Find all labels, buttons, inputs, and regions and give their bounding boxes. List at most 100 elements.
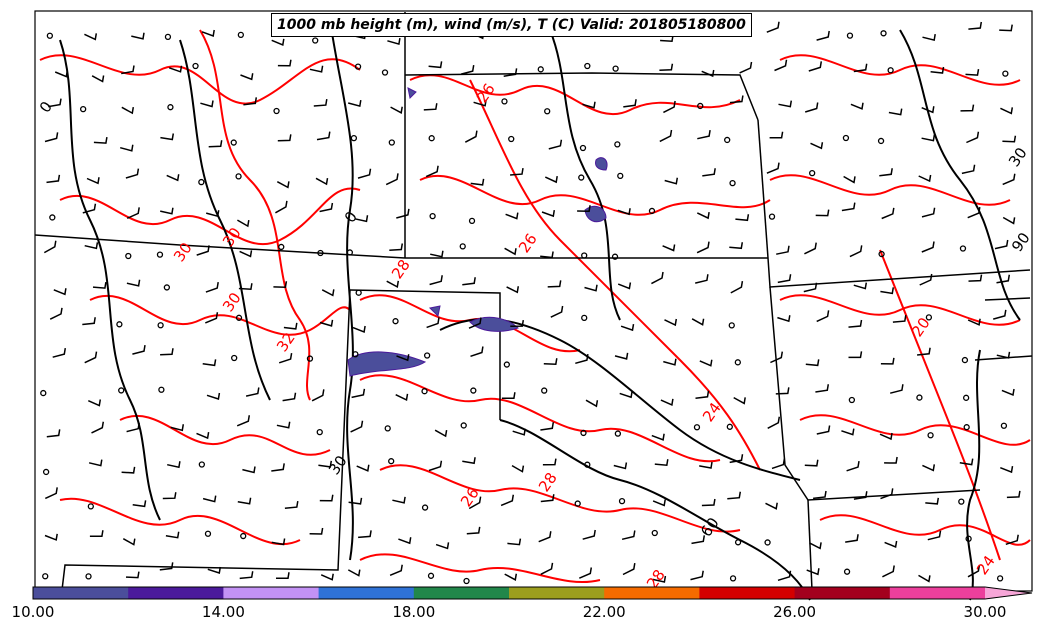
wind-barb bbox=[89, 530, 104, 538]
wind-barb bbox=[999, 24, 1013, 32]
wind-barb bbox=[921, 134, 936, 142]
wind-barb bbox=[550, 305, 564, 318]
wind-barb bbox=[815, 209, 830, 217]
calm-circle bbox=[962, 394, 970, 401]
wind-barb bbox=[316, 131, 331, 141]
wind-barb bbox=[46, 429, 61, 438]
wind-barb bbox=[243, 97, 258, 106]
calm-circle bbox=[421, 504, 429, 511]
wind-barb bbox=[777, 570, 792, 582]
wind-barb bbox=[201, 29, 215, 38]
wind-barb bbox=[804, 459, 819, 467]
calm-circle bbox=[584, 62, 591, 70]
colorbar-segment bbox=[128, 587, 224, 599]
calm-circle bbox=[116, 321, 123, 328]
colorbar-segment bbox=[223, 587, 320, 599]
wind-barb bbox=[1000, 465, 1014, 474]
wind-barb bbox=[804, 242, 817, 255]
wind-barb bbox=[276, 421, 291, 429]
wind-barb bbox=[238, 283, 253, 290]
wind-barb bbox=[504, 247, 517, 256]
wind-barb bbox=[664, 318, 678, 327]
wind-barb bbox=[996, 274, 1011, 284]
calm-circle bbox=[352, 351, 359, 358]
wind-barb bbox=[206, 210, 220, 218]
wind-barb bbox=[53, 288, 67, 296]
calm-circle bbox=[459, 243, 466, 250]
wind-barb bbox=[84, 351, 98, 364]
calm-circle bbox=[384, 425, 391, 432]
wind-barb bbox=[582, 101, 596, 109]
wind-barb bbox=[351, 388, 366, 399]
wind-barb bbox=[503, 68, 518, 77]
wind-barb bbox=[395, 393, 409, 402]
wind-barb bbox=[621, 530, 636, 541]
wind-barb bbox=[275, 572, 290, 580]
wind-barb bbox=[888, 108, 903, 116]
wind-barb bbox=[88, 399, 102, 407]
calm-circle bbox=[963, 424, 970, 431]
calm-circle bbox=[118, 387, 125, 394]
wind-barb bbox=[273, 281, 288, 288]
wind-barb bbox=[122, 538, 136, 546]
wind-barb bbox=[126, 422, 140, 433]
calm-circle bbox=[156, 251, 164, 258]
colorbar-segment bbox=[699, 587, 796, 599]
calm-circle bbox=[460, 422, 467, 429]
wind-barb bbox=[813, 490, 827, 500]
colorbar-segment bbox=[413, 587, 510, 599]
wind-barb bbox=[170, 424, 185, 432]
wind-barb bbox=[126, 207, 140, 219]
wind-barb bbox=[880, 357, 895, 365]
wind-barb bbox=[884, 456, 898, 464]
wind-barb bbox=[1005, 534, 1019, 546]
wind-barb bbox=[695, 390, 710, 400]
wind-barb bbox=[622, 562, 636, 576]
wind-barb bbox=[540, 251, 554, 259]
wind-barb bbox=[166, 174, 180, 182]
wind-barb bbox=[84, 33, 98, 41]
wind-barb bbox=[315, 177, 329, 186]
wind-barb bbox=[205, 312, 219, 324]
wind-barb bbox=[967, 206, 981, 219]
wind-barb bbox=[284, 500, 299, 509]
wind-barb bbox=[691, 318, 705, 326]
wind-barb bbox=[92, 281, 107, 289]
calm-circle bbox=[843, 568, 851, 575]
calm-circle bbox=[581, 252, 588, 259]
wind-barb bbox=[125, 168, 140, 179]
calm-circle bbox=[388, 139, 395, 146]
wind-barb bbox=[777, 274, 792, 284]
wind-barb bbox=[771, 458, 786, 470]
colorbar-segment bbox=[33, 587, 129, 599]
wind-barb bbox=[277, 134, 292, 142]
wind-barb bbox=[319, 202, 334, 213]
wind-barb bbox=[575, 353, 589, 365]
wind-barb bbox=[968, 274, 983, 282]
wind-barb bbox=[162, 492, 177, 500]
wind-barb bbox=[968, 21, 983, 30]
calm-circle bbox=[381, 69, 389, 76]
wind-barb bbox=[921, 207, 936, 218]
wind-barb bbox=[967, 318, 981, 326]
calm-circle bbox=[278, 243, 285, 251]
wind-barb bbox=[271, 538, 286, 546]
wind-barb bbox=[548, 139, 563, 150]
calm-circle bbox=[87, 503, 94, 510]
wind-barb bbox=[386, 280, 400, 289]
wind-barb bbox=[462, 277, 476, 286]
wind-barb bbox=[659, 63, 674, 72]
wind-barb bbox=[283, 322, 298, 330]
calm-circle bbox=[581, 314, 588, 322]
wind-barb bbox=[733, 396, 746, 405]
calm-circle bbox=[916, 394, 923, 401]
calm-circle bbox=[429, 212, 436, 220]
wind-barb bbox=[766, 162, 780, 174]
wind-barb bbox=[919, 273, 933, 286]
calm-wind-circles bbox=[40, 29, 1009, 585]
wind-barb bbox=[806, 568, 820, 576]
wind-barb bbox=[663, 100, 676, 114]
calm-circle bbox=[612, 65, 619, 72]
wind-barb bbox=[398, 537, 412, 545]
wind-barb bbox=[547, 280, 562, 288]
